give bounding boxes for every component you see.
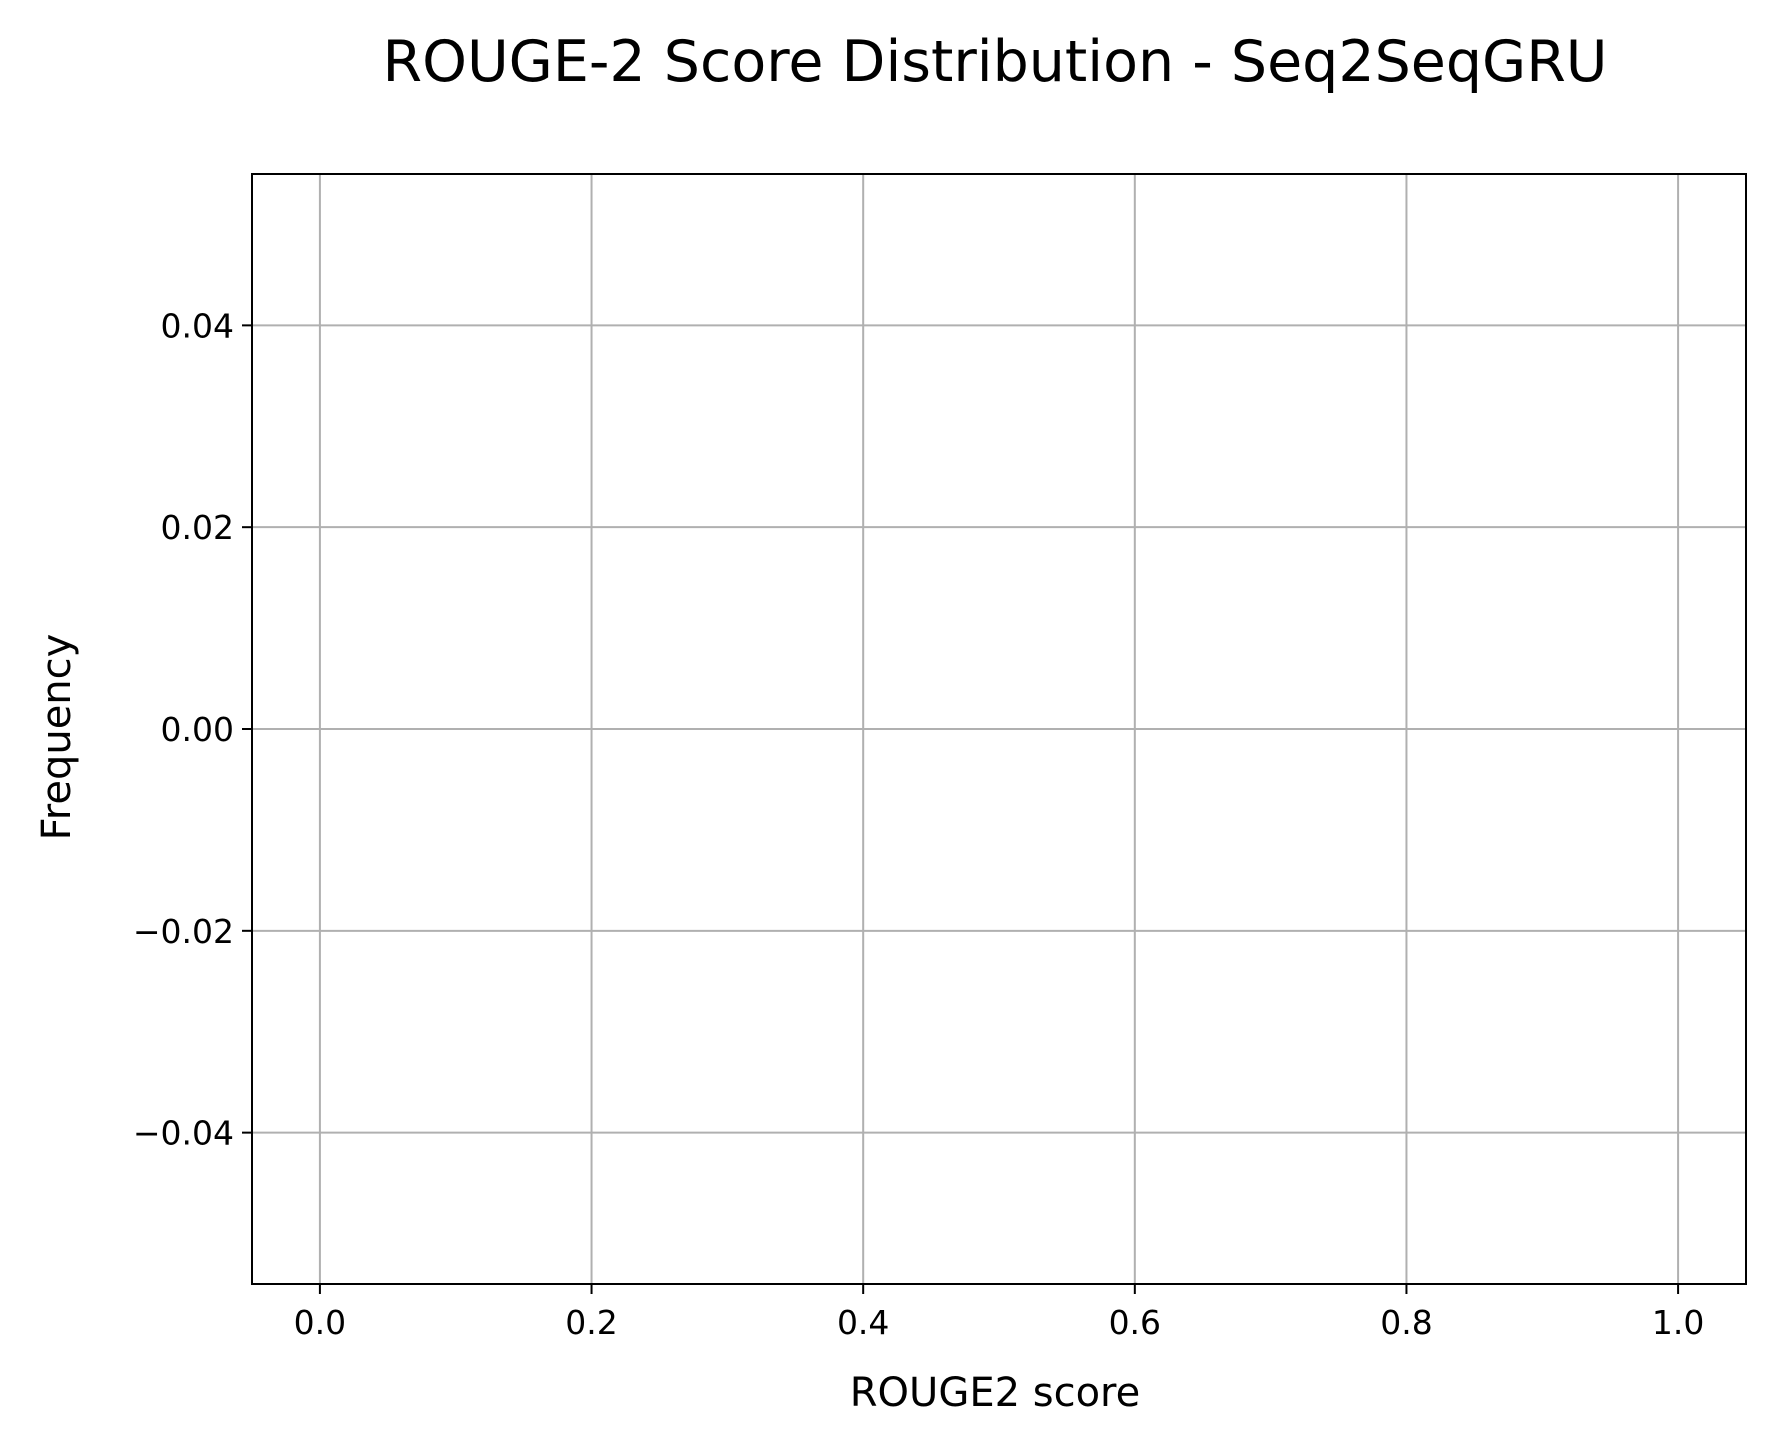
chart-title: ROUGE-2 Score Distribution - Seq2SeqGRU xyxy=(382,29,1607,95)
y-tick-label: −0.02 xyxy=(133,912,234,951)
x-tick-label: 0.8 xyxy=(1380,1303,1432,1342)
x-tick-label: 1.0 xyxy=(1652,1303,1704,1342)
y-tick-label: 0.00 xyxy=(161,710,234,749)
x-tick-label: 0.0 xyxy=(294,1303,346,1342)
grid-lines xyxy=(252,174,1746,1284)
y-tick-label: 0.04 xyxy=(161,306,234,345)
x-tick-label: 0.6 xyxy=(1109,1303,1161,1342)
y-axis-label: Frequency xyxy=(34,634,80,841)
y-tick-label: −0.04 xyxy=(133,1114,234,1153)
x-axis-label: ROUGE2 score xyxy=(850,1370,1140,1416)
x-axis-ticks: 0.0 0.2 0.4 0.6 0.8 1.0 xyxy=(294,1284,1704,1342)
y-tick-label: 0.02 xyxy=(161,508,234,547)
y-axis-ticks: −0.04 −0.02 0.00 0.02 0.04 xyxy=(133,306,252,1153)
x-tick-label: 0.2 xyxy=(565,1303,617,1342)
x-tick-label: 0.4 xyxy=(837,1303,889,1342)
